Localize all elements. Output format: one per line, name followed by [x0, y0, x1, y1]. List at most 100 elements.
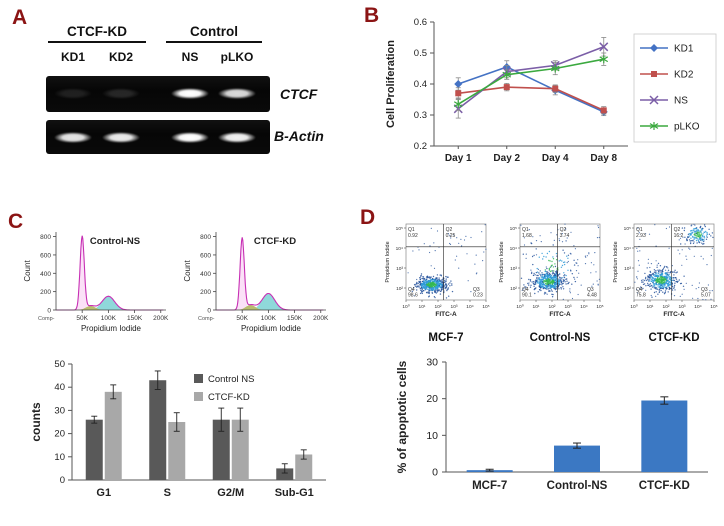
- svg-text:400: 400: [40, 271, 51, 278]
- svg-text:400: 400: [200, 271, 211, 278]
- svg-text:10: 10: [54, 452, 65, 463]
- svg-text:0.23: 0.23: [473, 293, 483, 299]
- svg-text:10: 10: [426, 430, 438, 442]
- svg-text:16.2: 16.2: [674, 233, 684, 239]
- svg-text:counts: counts: [29, 402, 43, 442]
- svg-text:10⁴: 10⁴: [466, 304, 473, 310]
- svg-text:Count: Count: [183, 260, 192, 282]
- svg-text:FITC-A: FITC-A: [549, 311, 571, 318]
- svg-text:% of apoptotic cells: % of apoptotic cells: [395, 360, 409, 473]
- svg-text:50: 50: [54, 359, 65, 370]
- gel-band: [218, 132, 256, 143]
- svg-text:200K: 200K: [153, 315, 169, 322]
- gel-label-ctcf: CTCF: [280, 86, 318, 102]
- gel-band: [218, 88, 256, 99]
- svg-text:Q1: Q1: [408, 227, 415, 233]
- svg-text:Day 4: Day 4: [542, 153, 569, 164]
- svg-text:800: 800: [200, 234, 211, 241]
- svg-text:pLKO: pLKO: [674, 122, 700, 133]
- svg-text:10³: 10³: [679, 304, 686, 310]
- svg-text:G1: G1: [96, 487, 111, 499]
- svg-text:0.5: 0.5: [414, 48, 427, 59]
- svg-text:Q2: Q2: [674, 227, 681, 233]
- panel-b-label: B: [364, 4, 380, 27]
- svg-text:Day 2: Day 2: [493, 153, 520, 164]
- svg-text:Propidium Iodide: Propidium Iodide: [499, 241, 505, 282]
- svg-text:10²: 10²: [510, 286, 517, 292]
- panel-c-label: C: [8, 210, 24, 233]
- svg-text:Q1: Q1: [522, 227, 529, 233]
- flow-histogram-control-ns: 0 200 400 600 800 50K 100K 150K 200K Control-NS Co…: [23, 232, 169, 333]
- svg-text:Day 8: Day 8: [590, 153, 617, 164]
- gel-band: [171, 88, 209, 99]
- flow-histogram-ctcf-kd: 0 200 400 600 800 50K 100K 150K 200K CTCF-KD Count…: [183, 232, 329, 333]
- svg-text:0.6: 0.6: [414, 17, 427, 28]
- svg-text:10³: 10³: [510, 266, 517, 272]
- svg-text:0: 0: [47, 308, 51, 315]
- svg-text:10³: 10³: [451, 304, 458, 310]
- svg-text:10²: 10²: [549, 304, 556, 310]
- gel-image-ctcf: [46, 76, 270, 112]
- svg-text:CTCF-KD: CTCF-KD: [254, 236, 296, 247]
- svg-text:5.07: 5.07: [701, 293, 711, 299]
- svg-text:10⁰: 10⁰: [630, 304, 637, 310]
- svg-text:NS: NS: [674, 96, 688, 107]
- svg-text:Count: Count: [23, 260, 32, 282]
- svg-text:CTCF-KD: CTCF-KD: [208, 392, 250, 403]
- svg-text:Q4: Q4: [522, 287, 529, 293]
- svg-text:50K: 50K: [236, 315, 248, 322]
- svg-text:Propidium Iodide: Propidium Iodide: [81, 324, 142, 333]
- svg-text:10⁵: 10⁵: [510, 226, 517, 232]
- svg-text:10³: 10³: [396, 266, 403, 272]
- svg-text:Propidium Iodide: Propidium Iodide: [385, 241, 391, 282]
- svg-text:Control-NS: Control-NS: [90, 236, 140, 247]
- gel-band: [54, 88, 92, 99]
- svg-text:KD1: KD1: [674, 44, 694, 55]
- cell-cycle-bar-chart: 0 10 20 30 40 50 G1 S G2/M Sub-G1 Control NS CTCF-K…: [29, 359, 326, 499]
- svg-text:Q3: Q3: [701, 287, 708, 293]
- lane-label-kd2: KD2: [108, 50, 133, 64]
- svg-text:Comp-: Comp-: [198, 316, 215, 322]
- svg-text:Q2: Q2: [446, 227, 453, 233]
- lane-label-kd1: KD1: [60, 50, 85, 64]
- svg-text:G2/M: G2/M: [217, 487, 244, 499]
- svg-text:150K: 150K: [287, 315, 303, 322]
- svg-text:KD2: KD2: [674, 70, 694, 81]
- svg-text:10⁴: 10⁴: [580, 304, 587, 310]
- svg-text:10²: 10²: [396, 286, 403, 292]
- gel-label-bactin: B-Actin: [274, 128, 324, 144]
- svg-text:200K: 200K: [313, 315, 329, 322]
- svg-text:FITC-A: FITC-A: [435, 311, 457, 318]
- svg-text:Q3: Q3: [473, 287, 480, 293]
- svg-text:0: 0: [207, 308, 211, 315]
- svg-text:Propidium Iodide: Propidium Iodide: [241, 324, 302, 333]
- svg-text:4.48: 4.48: [587, 293, 597, 299]
- lane-label-ns: NS: [181, 50, 199, 64]
- svg-text:0: 0: [60, 475, 65, 486]
- svg-text:10⁴: 10⁴: [694, 304, 701, 310]
- svg-text:20: 20: [54, 429, 65, 440]
- lane-label-plko: pLKO: [220, 50, 254, 64]
- svg-text:Propidium Iodide: Propidium Iodide: [613, 241, 619, 282]
- svg-text:40: 40: [54, 382, 65, 393]
- gel-group-header-control: Control: [166, 24, 262, 43]
- svg-text:150K: 150K: [127, 315, 143, 322]
- gel-band: [54, 132, 92, 143]
- svg-text:30: 30: [426, 357, 438, 369]
- svg-text:200: 200: [200, 289, 211, 296]
- flow-plot-label-control-ns: Control-NS: [529, 332, 591, 344]
- svg-text:10⁰: 10⁰: [516, 304, 523, 310]
- svg-text:Sub-G1: Sub-G1: [275, 487, 314, 499]
- svg-text:10³: 10³: [565, 304, 572, 310]
- svg-text:Comp-: Comp-: [38, 316, 55, 322]
- svg-text:30: 30: [54, 405, 65, 416]
- svg-text:0: 0: [432, 467, 438, 479]
- svg-text:Q1: Q1: [636, 227, 643, 233]
- svg-text:MCF-7: MCF-7: [472, 480, 507, 492]
- svg-text:200: 200: [40, 289, 51, 296]
- svg-text:10¹: 10¹: [419, 304, 426, 310]
